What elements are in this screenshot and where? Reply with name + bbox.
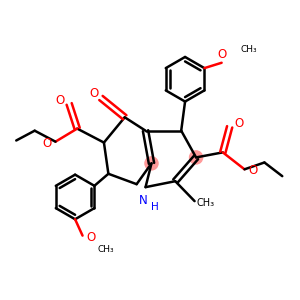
Circle shape (190, 151, 202, 164)
Text: CH₃: CH₃ (98, 245, 115, 254)
Circle shape (145, 157, 158, 170)
Text: CH₃: CH₃ (240, 45, 257, 54)
Text: O: O (90, 87, 99, 100)
Text: H: H (151, 202, 159, 212)
Text: CH₃: CH₃ (197, 199, 215, 208)
Text: O: O (249, 164, 258, 177)
Text: O: O (87, 231, 96, 244)
Text: O: O (42, 137, 51, 150)
Text: N: N (139, 194, 148, 207)
Text: O: O (56, 94, 65, 107)
Text: O: O (218, 48, 227, 61)
Text: O: O (234, 117, 243, 130)
